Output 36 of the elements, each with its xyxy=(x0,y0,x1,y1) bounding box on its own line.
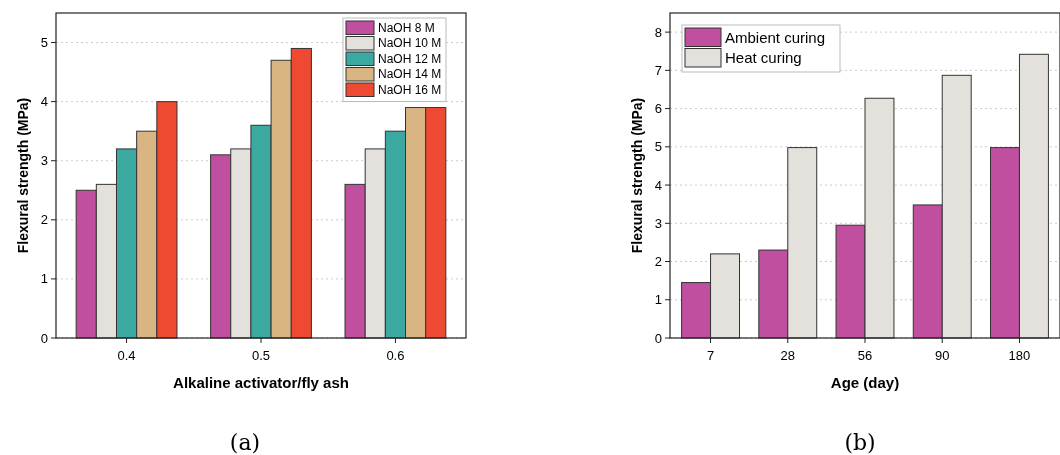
y-tick-label: 5 xyxy=(654,139,662,155)
x-tick-label: 180 xyxy=(1008,348,1031,363)
y-tick-label: 8 xyxy=(654,24,662,40)
y-tick-label: 7 xyxy=(654,62,662,78)
x-tick-label: 0.5 xyxy=(251,348,271,363)
legend-label: NaOH 14 M xyxy=(378,67,442,82)
y-tick-label: 3 xyxy=(654,215,662,231)
x-tick-label: 90 xyxy=(934,348,950,363)
x-tick-label: 28 xyxy=(780,348,796,363)
legend-label: NaOH 10 M xyxy=(378,36,442,51)
y-tick-label: 5 xyxy=(40,35,48,51)
y-tick-label: 2 xyxy=(654,254,662,270)
x-axis-title: Age (day) xyxy=(830,374,900,391)
y-tick-label: 1 xyxy=(40,271,48,287)
y-tick-label: 0 xyxy=(40,330,48,346)
y-axis-title: Flexural strength (MPa) xyxy=(629,97,645,254)
y-tick-label: 4 xyxy=(40,94,48,110)
x-tick-label: 56 xyxy=(857,348,873,363)
text: (b) xyxy=(844,430,876,455)
legend-label: NaOH 16 M xyxy=(378,82,442,97)
x-tick-label: 0.6 xyxy=(386,348,405,363)
y-axis-title: Flexural strength (MPa) xyxy=(15,97,31,254)
y-tick-label: 1 xyxy=(654,292,662,308)
legend-label: Heat curing xyxy=(725,49,802,66)
y-tick-label: 2 xyxy=(40,212,48,228)
legend-label: NaOH 8 M xyxy=(378,20,435,35)
legend-label: NaOH 12 M xyxy=(378,51,442,66)
x-tick-label: 7 xyxy=(706,348,715,363)
legend-label: Ambient curing xyxy=(725,28,826,46)
x-axis-title: Alkaline activator/fly ash xyxy=(173,374,349,391)
y-tick-label: 4 xyxy=(654,177,662,193)
x-tick-label: 0.4 xyxy=(117,348,136,363)
text: (a) xyxy=(229,430,261,455)
y-tick-label: 3 xyxy=(40,153,48,169)
y-tick-label: 6 xyxy=(654,101,662,117)
y-tick-label: 0 xyxy=(654,330,662,346)
